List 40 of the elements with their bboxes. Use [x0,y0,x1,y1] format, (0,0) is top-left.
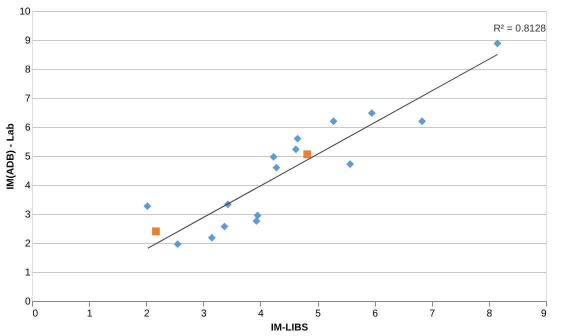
point [330,117,338,126]
y-tick-label: 1 [24,268,31,278]
y-tick-label: 2 [24,238,31,250]
point [270,152,278,161]
point [174,240,182,248]
point [143,202,152,210]
x-tick-label: 5 [315,308,322,320]
point [272,164,280,172]
point [292,145,300,154]
y-tick-label: 4 [24,180,31,192]
y-tick-label: 6 [24,122,31,134]
point [346,160,354,168]
x-tick-label: 8 [486,308,493,320]
x-axis-title: IM-LIBS [270,322,308,334]
y-tick-label: 10 [19,6,31,18]
y-tick-label: 8 [24,64,31,76]
y-axis-title: IM(ADB) - Lab [5,123,16,190]
y-tick-label: 0 [24,296,31,308]
point [494,40,502,48]
x-tick-label: 9 [540,308,547,320]
point [208,234,216,242]
point [220,222,228,230]
y-tick-label: 5 [24,152,31,162]
x-tick-label: 0 [32,308,38,320]
x-tick-label: 7 [429,308,436,320]
y-tick-label: 3 [24,210,31,220]
x-tick-label: 2 [144,308,150,320]
point [152,228,160,236]
annotation: R² = 0.8128 [493,24,546,34]
x-tick-label: 6 [372,308,378,320]
y-tick-label: 7 [24,94,31,104]
x-tick-label: 3 [201,308,208,320]
x-tick-label: 4 [258,308,264,320]
x-tick-label: 1 [86,308,93,320]
point [294,134,302,142]
point [368,109,376,117]
point [418,117,426,126]
point [303,150,312,158]
y-tick-label: 9 [24,36,31,46]
point [254,212,262,220]
